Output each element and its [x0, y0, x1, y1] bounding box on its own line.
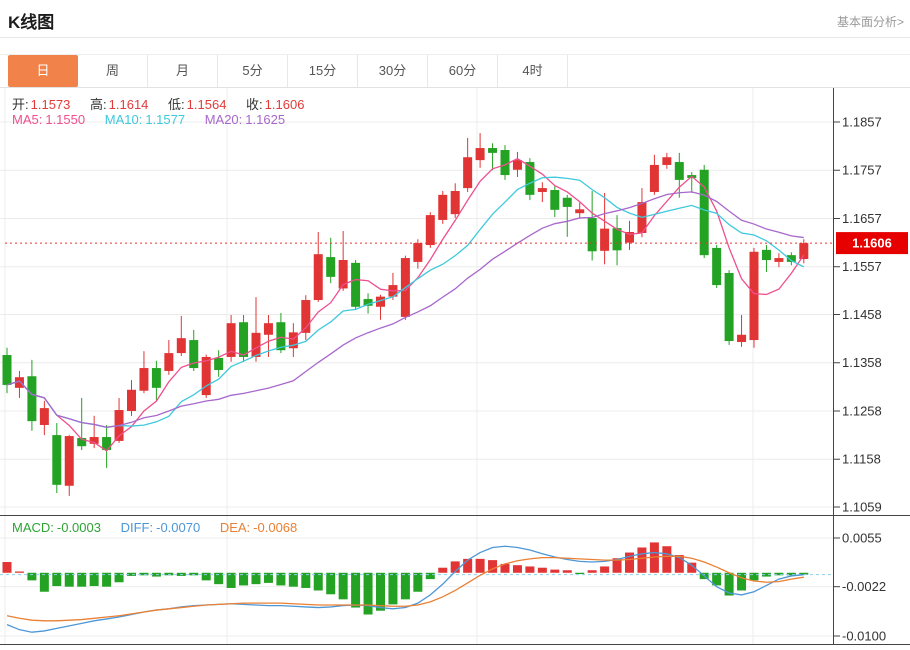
diff-value: DIFF: -0.0070	[120, 520, 201, 535]
svg-text:-0.0022: -0.0022	[842, 579, 886, 594]
tab-5min[interactable]: 5分	[218, 55, 288, 87]
timeframe-tabbar: 日 周 月 5分 15分 30分 60分 4时	[0, 54, 910, 88]
macd-axis-labels: 0.0055 -0.0022 -0.0100	[834, 531, 886, 644]
kline-chart[interactable]: 1.1606 1.1857 1.1757 1.1657 1.1557 1.1458 1.13…	[0, 88, 910, 650]
tab-15min[interactable]: 15分	[288, 55, 358, 87]
grid-layer	[0, 88, 833, 645]
tab-60min[interactable]: 60分	[428, 55, 498, 87]
fundamental-analysis-link[interactable]: 基本面分析>	[836, 15, 904, 29]
page-title: K线图	[8, 13, 55, 32]
tab-month[interactable]: 月	[148, 55, 218, 87]
ohlc-close: 收: 1.1606	[246, 97, 305, 112]
svg-text:1.1258: 1.1258	[842, 403, 882, 418]
dea-value: DEA: -0.0068	[219, 520, 298, 535]
svg-text:1.1158: 1.1158	[842, 452, 881, 467]
ohlc-open: 开: 1.1573	[12, 97, 71, 112]
current-price-badge: 1.1606	[836, 232, 908, 255]
svg-text:1.1757: 1.1757	[842, 163, 882, 178]
svg-text:1.1458: 1.1458	[842, 307, 882, 322]
ma5-line	[6, 157, 805, 452]
svg-text:0.0055: 0.0055	[842, 531, 882, 546]
svg-text:1.1657: 1.1657	[842, 211, 882, 226]
tab-day[interactable]: 日	[8, 55, 78, 87]
ma20-line	[6, 191, 804, 428]
ohlc-low: 低: 1.1564	[168, 97, 227, 112]
ma10-line	[6, 176, 805, 428]
macd-legend: MACD: -0.0003 DIFF: -0.0070 DEA: -0.0068	[12, 520, 313, 535]
ma10-legend: MA10: 1.1577	[104, 112, 186, 127]
svg-text:1.1857: 1.1857	[842, 115, 882, 130]
ma20-legend: MA20: 1.1625	[204, 112, 286, 127]
ohlc-high: 高: 1.1614	[90, 97, 149, 112]
svg-text:1.1059: 1.1059	[842, 500, 882, 515]
macd-histogram	[2, 542, 809, 615]
svg-text:1.1358: 1.1358	[842, 355, 882, 370]
ma5-legend: MA5: 1.1550	[12, 112, 86, 127]
svg-text:1.1606: 1.1606	[852, 236, 892, 251]
macd-value: MACD: -0.0003	[12, 520, 101, 535]
header-divider	[0, 37, 910, 38]
tab-week[interactable]: 周	[78, 55, 148, 87]
svg-text:1.1557: 1.1557	[842, 259, 882, 274]
chart-borders	[0, 88, 910, 645]
tab-30min[interactable]: 30分	[358, 55, 428, 87]
dea-line	[6, 555, 804, 622]
price-axis-labels: 1.1857 1.1757 1.1657 1.1557 1.1458 1.1358 1.12…	[834, 115, 882, 515]
tab-4hour[interactable]: 4时	[498, 55, 568, 87]
ohlc-legend: 开: 1.1573 高: 1.1614 低: 1.1564 收: 1.1606	[12, 94, 320, 113]
svg-text:-0.0100: -0.0100	[842, 629, 886, 644]
ma-legend: MA5: 1.1550 MA10: 1.1577 MA20: 1.1625	[12, 112, 301, 127]
